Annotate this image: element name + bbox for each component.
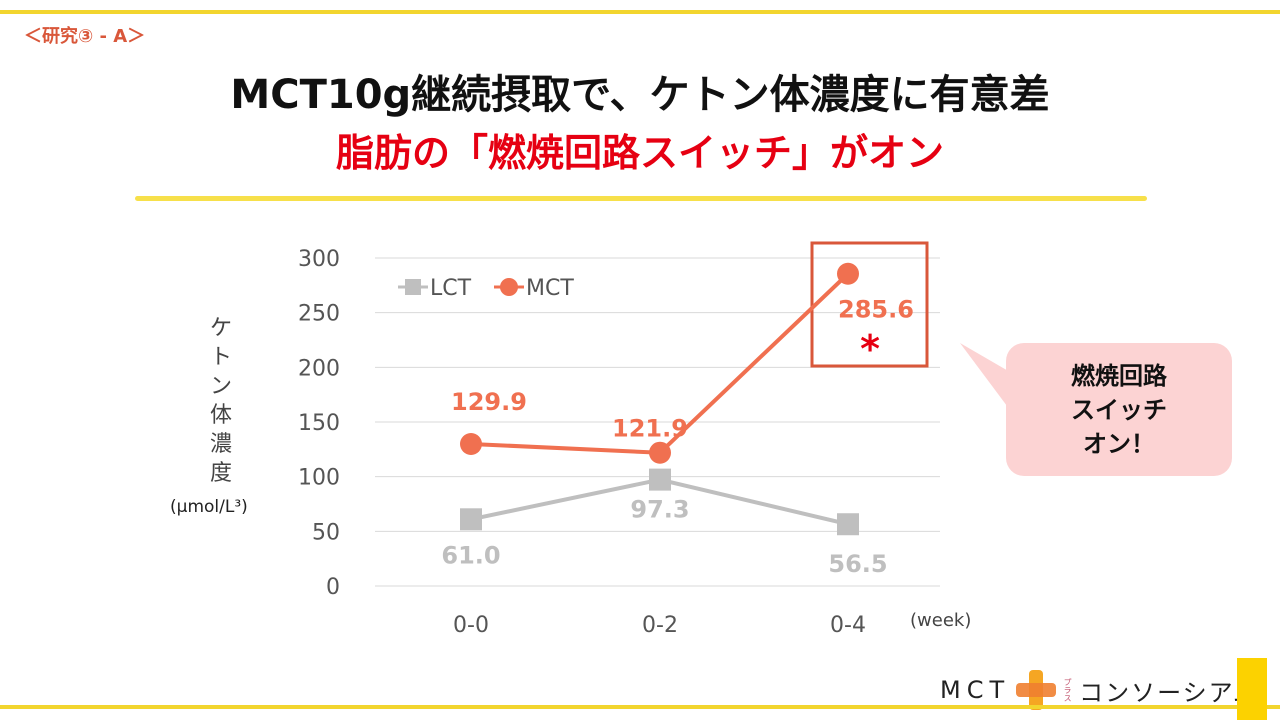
top-bar	[0, 10, 1280, 14]
y-axis-label: ケトン体濃度	[209, 316, 232, 486]
y-tick-label: 50	[312, 520, 340, 545]
data-label: 121.9	[612, 415, 688, 443]
y-tick-label: 300	[298, 247, 340, 272]
data-point-mct	[649, 441, 671, 464]
data-label: 56.5	[828, 550, 887, 578]
page-subtitle: 脂肪の「燃焼回路スイッチ」がオン	[335, 131, 944, 175]
y-tick-label: 150	[298, 411, 340, 436]
logo-name: コンソーシアム	[1079, 678, 1259, 707]
data-label: 61.0	[441, 541, 500, 569]
data-point-lct	[460, 508, 482, 531]
legend-marker-lct	[405, 279, 421, 295]
data-label: 285.6	[838, 296, 914, 324]
title-underline	[135, 196, 1147, 201]
plus-icon	[1016, 670, 1057, 710]
data-point-mct	[837, 262, 859, 285]
bottom-bar	[0, 705, 1280, 709]
legend-marker-mct	[500, 278, 518, 296]
x-tick-label: 0-0	[453, 613, 489, 638]
data-point-mct	[460, 432, 482, 455]
y-tick-label: 100	[298, 466, 340, 491]
highlight-box	[810, 241, 929, 368]
data-point-lct	[649, 468, 671, 491]
logo-mct: MCT	[940, 676, 1011, 704]
page-title: MCT10g継続摂取で、ケトン体濃度に有意差	[230, 72, 1050, 118]
y-tick-label: 200	[298, 356, 340, 381]
y-tick-label: 250	[298, 302, 340, 327]
logo-plus-text: プラス	[1063, 678, 1073, 702]
y-axis-unit: (μmol/L³)	[170, 497, 248, 517]
callout-tail	[960, 343, 1010, 410]
data-label: 97.3	[630, 496, 689, 524]
study-tag: ＜研究③ - A＞	[24, 26, 146, 47]
significance-mark: *	[860, 327, 880, 371]
corner-block	[1237, 658, 1267, 720]
data-label: 129.9	[451, 388, 527, 416]
logo: MCT プラス コンソーシアム	[940, 670, 1259, 710]
x-tick-label: 0-4	[830, 613, 866, 638]
callout-bubble: 燃焼回路 スイッチ オン！	[1006, 343, 1232, 476]
legend-label: LCT	[430, 276, 472, 301]
x-axis-label: (week)	[910, 610, 972, 631]
x-tick-label: 0-2	[642, 613, 678, 638]
legend-label: MCT	[526, 276, 574, 301]
y-tick-label: 0	[326, 575, 340, 600]
data-point-lct	[837, 513, 859, 536]
